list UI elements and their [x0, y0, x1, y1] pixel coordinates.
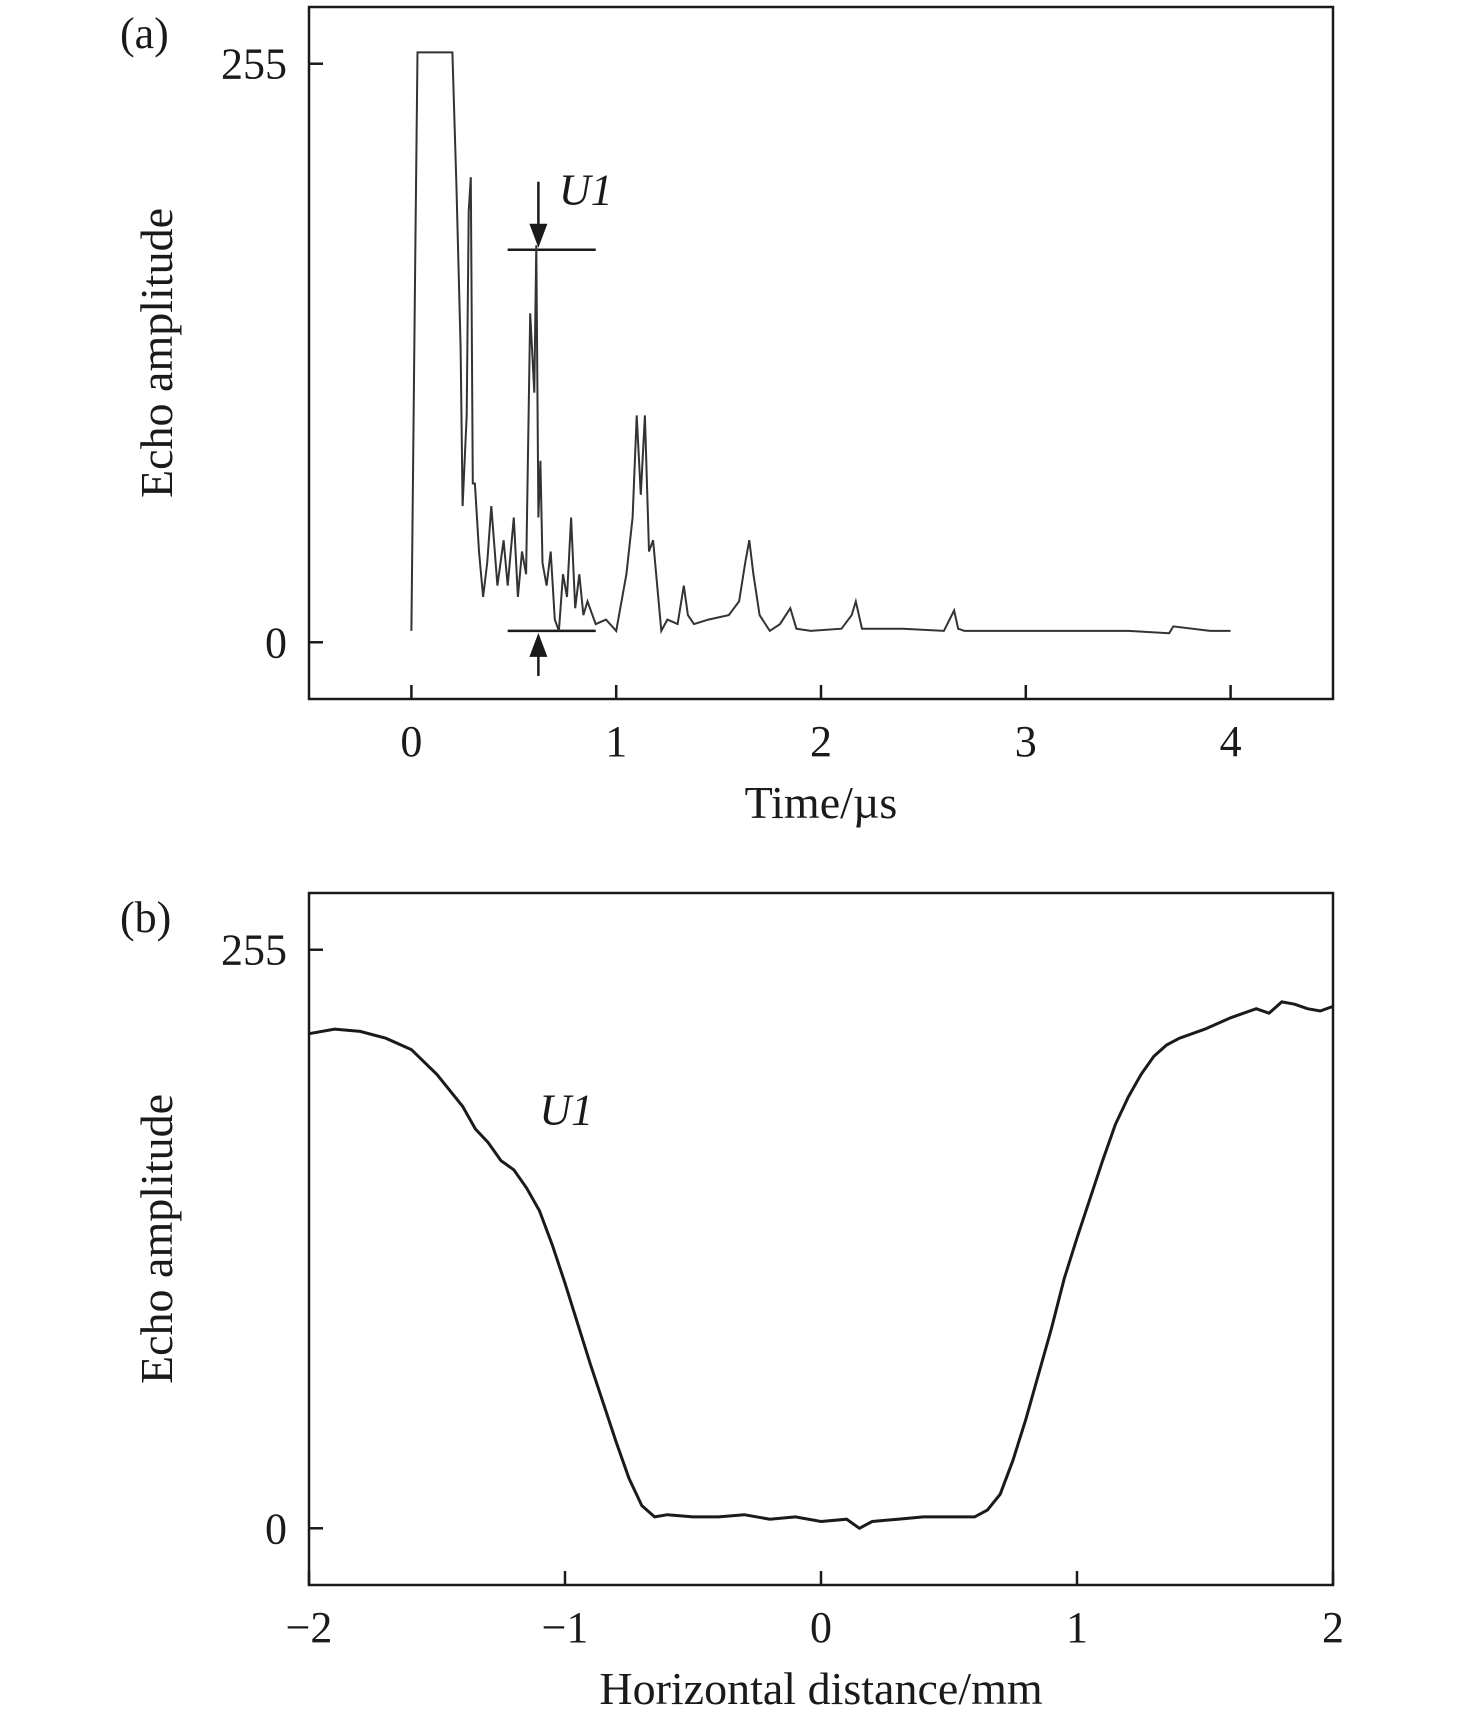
- panel-a-plot-frame: [307, 5, 1335, 701]
- panel-b-x-axis: −2 −1 0 1 2: [286, 1571, 1344, 1652]
- x-tick-label: 1: [605, 717, 627, 766]
- panel-b-series-line: [308, 1000, 1334, 1531]
- panel-a: (a) 0 255 0 1 2 3 4 U1 Time/µs Echo amplitude: [120, 5, 1335, 828]
- panel-a-label: (a): [120, 9, 169, 58]
- panel-a-y-axis-label: Echo amplitude: [131, 208, 182, 498]
- u1-arrow-up-head: [529, 632, 548, 657]
- panel-a-x-axis: 0 1 2 3 4: [400, 685, 1242, 766]
- x-tick-label: 1: [1066, 1603, 1088, 1652]
- panel-a-annotation-markers: [507, 181, 596, 676]
- panel-a-series-line: [410, 51, 1231, 635]
- x-tick-label: 4: [1220, 717, 1242, 766]
- x-tick-label: 2: [1322, 1603, 1344, 1652]
- panel-b-y-axis-label: Echo amplitude: [131, 1094, 182, 1384]
- y-tick-label: 255: [221, 40, 287, 89]
- x-tick-label: 0: [810, 1603, 832, 1652]
- x-tick-label: −2: [286, 1603, 333, 1652]
- y-tick-label: 0: [265, 1504, 287, 1553]
- x-tick-label: 0: [400, 717, 422, 766]
- y-tick-label: 255: [221, 926, 287, 975]
- x-tick-label: 3: [1015, 717, 1037, 766]
- u1-arrow-down-head: [529, 223, 548, 248]
- panel-b-y-axis: 0 255: [221, 926, 323, 1553]
- panel-b-label: (b): [120, 893, 171, 942]
- x-tick-label: 2: [810, 717, 832, 766]
- panel-a-x-axis-label: Time/µs: [745, 777, 898, 828]
- x-tick-label: −1: [542, 1603, 589, 1652]
- panel-b-x-axis-label: Horizontal distance/mm: [599, 1663, 1042, 1714]
- y-tick-label: 0: [265, 618, 287, 667]
- panel-b-annotation-u1: U1: [539, 1085, 593, 1134]
- panel-b: (b) 0 255 −2 −1 0 1 2 U1 Horizontal distance/…: [120, 891, 1344, 1714]
- panel-a-y-axis: 0 255: [221, 40, 323, 667]
- panel-a-annotation-u1: U1: [559, 165, 613, 214]
- panel-b-plot-frame: [307, 891, 1335, 1587]
